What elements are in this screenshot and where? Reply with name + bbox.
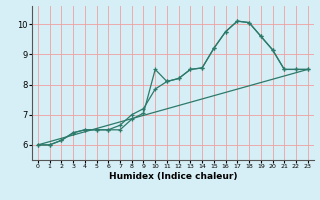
X-axis label: Humidex (Indice chaleur): Humidex (Indice chaleur) bbox=[108, 172, 237, 181]
